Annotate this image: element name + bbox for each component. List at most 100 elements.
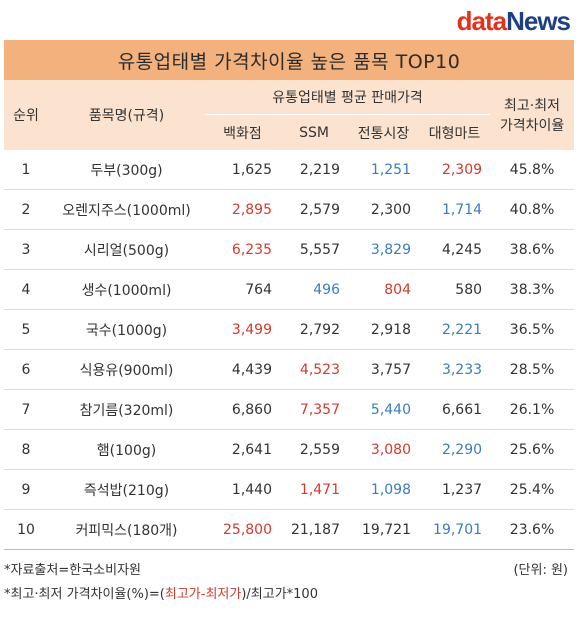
formula-note: *최고·최저 가격차이율(%)=(최고가-최저가)/최고가*100 — [4, 583, 574, 602]
item-name-cell: 즉석밥(210g) — [48, 469, 205, 510]
price-cell-ssm: 7,357 — [280, 389, 348, 430]
ratio-cell: 40.8% — [490, 189, 575, 230]
price-cell-traditional-market: 1,251 — [348, 150, 419, 190]
logo-part-news: News — [506, 6, 571, 36]
table-title: 유통업태별 가격차이율 높은 품목 TOP10 — [4, 40, 574, 80]
ratio-cell: 38.3% — [490, 269, 575, 310]
rank-cell: 2 — [4, 189, 48, 230]
price-cell-department-store: 4,439 — [205, 349, 280, 390]
ratio-cell: 25.6% — [490, 429, 575, 470]
item-name-cell: 국수(1000g) — [48, 309, 205, 350]
item-name-cell: 오렌지주스(1000ml) — [48, 189, 205, 230]
datanews-logo: data News — [456, 6, 571, 36]
rank-cell: 3 — [4, 229, 48, 270]
price-cell-department-store: 6,860 — [205, 389, 280, 430]
rank-cell: 10 — [4, 509, 48, 550]
table-row: 8 햄(100g) 2,641 2,559 3,080 2,290 25.6% — [4, 429, 575, 470]
rank-cell: 7 — [4, 389, 48, 430]
price-cell-department-store: 1,440 — [205, 469, 280, 510]
ratio-header-line1: 최고·최저 — [504, 98, 561, 114]
ratio-header-line2: 가격차이율 — [499, 118, 565, 134]
price-cell-department-store: 25,800 — [205, 509, 280, 550]
ratio-cell: 36.5% — [490, 309, 575, 350]
table-row: 2 오렌지주스(1000ml) 2,895 2,579 2,300 1,714 40.8% — [4, 189, 575, 230]
price-cell-traditional-market: 2,300 — [348, 189, 419, 230]
price-cell-large-mart: 2,290 — [419, 429, 491, 470]
formula-highlight: 최고가-최저가 — [164, 587, 242, 602]
channel-header-department-store: 백화점 — [205, 114, 280, 150]
rank-cell: 4 — [4, 269, 48, 310]
item-name-cell: 시리얼(500g) — [48, 229, 205, 270]
price-cell-ssm: 2,219 — [280, 150, 348, 190]
item-name-cell: 햄(100g) — [48, 429, 205, 470]
rank-cell: 1 — [4, 150, 48, 190]
table-row: 9 즉석밥(210g) 1,440 1,471 1,098 1,237 25.4% — [4, 469, 575, 510]
price-cell-large-mart: 1,714 — [419, 189, 491, 230]
price-cell-ssm: 21,187 — [280, 509, 348, 550]
rank-cell: 9 — [4, 469, 48, 510]
price-cell-ssm: 5,557 — [280, 229, 348, 270]
price-cell-traditional-market: 19,721 — [348, 509, 419, 550]
price-cell-traditional-market: 5,440 — [348, 389, 419, 430]
price-cell-traditional-market: 3,080 — [348, 429, 419, 470]
item-name-cell: 참기름(320ml) — [48, 389, 205, 430]
price-cell-ssm: 2,792 — [280, 309, 348, 350]
ratio-cell: 23.6% — [490, 509, 575, 550]
price-cell-large-mart: 19,701 — [419, 509, 491, 550]
table-row: 5 국수(1000g) 3,499 2,792 2,918 2,221 36.5% — [4, 309, 575, 350]
price-cell-traditional-market: 2,918 — [348, 309, 419, 350]
unit-note: (단위: 원) — [513, 563, 568, 578]
item-name-cell: 생수(1000ml) — [48, 269, 205, 310]
source-note: *자료출처=한국소비자원 — [4, 563, 141, 578]
price-cell-department-store: 6,235 — [205, 229, 280, 270]
price-cell-department-store: 2,895 — [205, 189, 280, 230]
ratio-cell: 26.1% — [490, 389, 575, 430]
ratio-cell: 28.5% — [490, 349, 575, 390]
table-row: 1 두부(300g) 1,625 2,219 1,251 2,309 45.8% — [4, 150, 575, 190]
price-cell-large-mart: 4,245 — [419, 229, 491, 270]
price-cell-large-mart: 3,233 — [419, 349, 491, 390]
rank-cell: 5 — [4, 309, 48, 350]
price-cell-ssm: 4,523 — [280, 349, 348, 390]
channel-header-large-mart: 대형마트 — [419, 114, 491, 150]
channel-header-traditional-market: 전통시장 — [348, 114, 419, 150]
price-cell-department-store: 1,625 — [205, 150, 280, 190]
price-cell-traditional-market: 3,757 — [348, 349, 419, 390]
table-row: 6 식용유(900ml) 4,439 4,523 3,757 3,233 28.5% — [4, 349, 575, 390]
channel-group-header: 유통업태별 평균 판매가격 — [205, 80, 491, 115]
ratio-header: 최고·최저 가격차이율 — [490, 80, 575, 150]
item-name-cell: 커피믹스(180개) — [48, 509, 205, 550]
item-header: 품목명(규격) — [48, 80, 205, 150]
table-row: 10 커피믹스(180개) 25,800 21,187 19,721 19,701 23.6… — [4, 509, 575, 550]
item-name-cell: 식용유(900ml) — [48, 349, 205, 390]
price-cell-large-mart: 2,309 — [419, 150, 491, 190]
price-cell-ssm: 496 — [280, 269, 348, 310]
ratio-cell: 38.6% — [490, 229, 575, 270]
ratio-cell: 45.8% — [490, 150, 575, 190]
rank-cell: 6 — [4, 349, 48, 390]
table-row: 3 시리얼(500g) 6,235 5,557 3,829 4,245 38.6% — [4, 229, 575, 270]
price-cell-large-mart: 2,221 — [419, 309, 491, 350]
price-cell-traditional-market: 1,098 — [348, 469, 419, 510]
price-cell-ssm: 1,471 — [280, 469, 348, 510]
price-cell-department-store: 3,499 — [205, 309, 280, 350]
price-cell-large-mart: 6,661 — [419, 389, 491, 430]
price-cell-traditional-market: 3,829 — [348, 229, 419, 270]
formula-suffix: )/최고가*100 — [241, 587, 318, 602]
price-cell-large-mart: 580 — [419, 269, 491, 310]
item-name-cell: 두부(300g) — [48, 150, 205, 190]
rank-cell: 8 — [4, 429, 48, 470]
formula-prefix: *최고·최저 가격차이율(%)=( — [4, 587, 165, 602]
price-difference-table: 순위 품목명(규격) 유통업태별 평균 판매가격 최고·최저 가격차이율 백화점… — [4, 80, 575, 550]
table-row: 4 생수(1000ml) 764 496 804 580 38.3% — [4, 269, 575, 310]
table-row: 7 참기름(320ml) 6,860 7,357 5,440 6,661 26.1% — [4, 389, 575, 430]
ratio-cell: 25.4% — [490, 469, 575, 510]
footer-line1: *자료출처=한국소비자원 (단위: 원) — [4, 559, 574, 578]
price-cell-traditional-market: 804 — [348, 269, 419, 310]
rank-header: 순위 — [4, 80, 48, 150]
price-cell-ssm: 2,579 — [280, 189, 348, 230]
price-cell-large-mart: 1,237 — [419, 469, 491, 510]
logo-part-data: data — [456, 6, 507, 36]
price-cell-department-store: 2,641 — [205, 429, 280, 470]
price-cell-ssm: 2,559 — [280, 429, 348, 470]
